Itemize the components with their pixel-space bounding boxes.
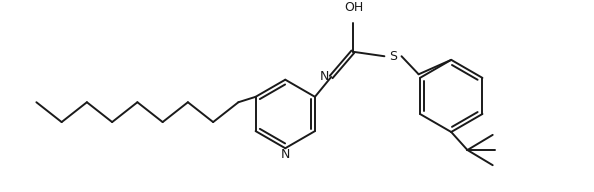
Text: S: S bbox=[390, 50, 397, 63]
Text: N: N bbox=[320, 70, 328, 83]
Text: OH: OH bbox=[344, 1, 364, 14]
Text: N: N bbox=[280, 148, 290, 161]
